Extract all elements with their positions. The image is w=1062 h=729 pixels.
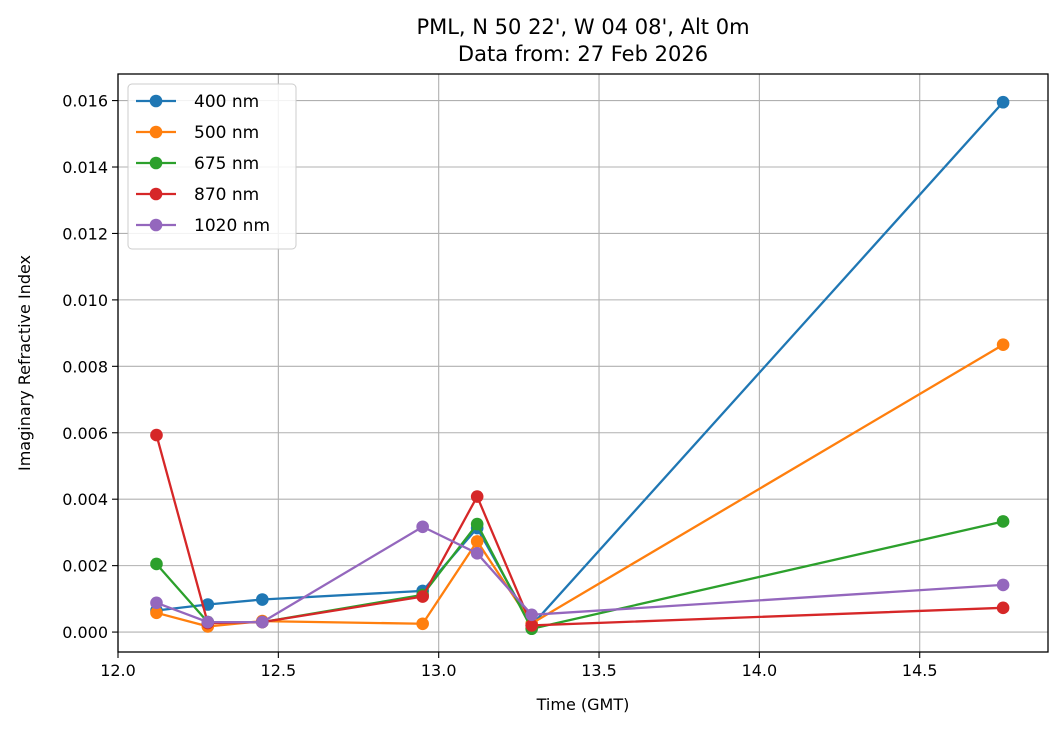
legend-marker (149, 94, 163, 108)
legend-label: 400 nm (194, 92, 259, 112)
y-axis: 0.000 0.002 0.004 0.006 0.008 0.010 0.012 0.014… (62, 92, 118, 642)
y-tick-label: 0.004 (62, 490, 108, 509)
legend-label: 500 nm (194, 123, 259, 143)
plot-area-frame (117, 73, 1049, 653)
legend-item: 1020 nm (136, 216, 270, 236)
legend-marker (149, 125, 163, 139)
data-point (150, 557, 163, 571)
data-point (996, 338, 1010, 352)
legend-item: 870 nm (136, 185, 259, 205)
x-axis: 12.0 12.5 13.0 13.5 14.0 14.5 (100, 652, 938, 680)
legend-label: 675 nm (194, 154, 259, 174)
data-point (256, 593, 269, 606)
data-point (416, 617, 429, 631)
series-group (150, 95, 1010, 636)
legend-label: 870 nm (194, 185, 259, 205)
y-tick-label: 0.002 (62, 557, 108, 576)
y-tick-label: 0.014 (62, 158, 108, 177)
data-point (150, 606, 163, 620)
data-point (416, 590, 429, 603)
legend-item: 675 nm (136, 154, 259, 174)
data-point (525, 608, 538, 622)
x-tick-label: 12.5 (261, 661, 297, 680)
x-axis-label: Time (GMT) (536, 695, 630, 714)
legend-marker (149, 156, 163, 170)
y-tick-label: 0.000 (62, 623, 108, 642)
data-point (150, 428, 163, 442)
data-point (256, 615, 269, 629)
data-point (150, 596, 163, 610)
data-point (996, 578, 1010, 592)
y-axis-label: Imaginary Refractive Index (15, 255, 34, 471)
data-point (525, 619, 538, 632)
legend-box (127, 83, 297, 250)
data-point (996, 515, 1010, 528)
chart-subtitle: Data from: 27 Feb 2026 (458, 42, 708, 66)
data-point (416, 520, 429, 534)
legend-label: 1020 nm (194, 216, 270, 236)
legend-item: 400 nm (136, 92, 259, 112)
y-tick-label: 0.012 (62, 224, 108, 243)
legend-marker (149, 218, 163, 232)
legend: 400 nm 500 nm 675 nm 870 nm 1020 nm (127, 83, 297, 250)
data-point (996, 601, 1010, 615)
x-tick-label: 13.5 (581, 661, 617, 680)
x-tick-label: 12.0 (100, 661, 136, 680)
y-tick-label: 0.008 (62, 357, 108, 376)
legend-item: 500 nm (136, 123, 259, 143)
grid (117, 74, 1048, 652)
legend-marker (149, 187, 163, 201)
data-point (201, 615, 215, 629)
x-tick-label: 13.0 (421, 661, 457, 680)
x-tick-label: 14.5 (902, 661, 938, 680)
data-point (470, 547, 484, 560)
x-tick-label: 14.0 (742, 661, 778, 680)
y-tick-label: 0.010 (62, 291, 108, 310)
data-point (996, 95, 1010, 109)
y-tick-label: 0.016 (62, 92, 108, 111)
data-point (470, 535, 484, 548)
series-1020-nm (150, 520, 1010, 629)
data-point (470, 490, 484, 503)
y-tick-label: 0.006 (62, 424, 108, 443)
chart-title: PML, N 50 22', W 04 08', Alt 0m (416, 15, 749, 39)
data-point (470, 517, 484, 531)
